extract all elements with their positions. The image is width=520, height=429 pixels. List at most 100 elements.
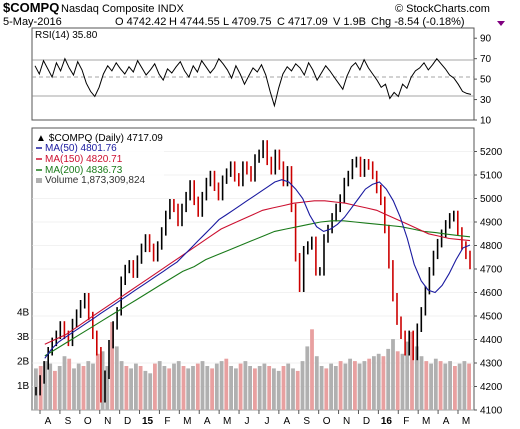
- volume-bar: [419, 356, 424, 410]
- volume-bar: [362, 361, 367, 410]
- rsi-tick-label: 10: [480, 116, 492, 127]
- volume-bar: [333, 366, 338, 410]
- rsi-legend: RSI(14) 35.80: [35, 30, 98, 41]
- price-tick-label: 4800: [480, 241, 503, 252]
- ma200-line: [44, 220, 471, 357]
- volume-bar: [176, 361, 181, 410]
- volume-bar: [67, 358, 72, 410]
- rsi-tick-label: 50: [480, 75, 492, 86]
- volume-bar: [114, 346, 119, 410]
- volume-bar: [267, 366, 272, 410]
- volume-bar: [191, 366, 195, 410]
- volume-bar: [129, 368, 133, 410]
- volume-bar: [238, 363, 243, 410]
- volume-bar: [134, 363, 138, 410]
- volume-bar: [186, 368, 191, 410]
- volume-bar: [100, 351, 105, 410]
- volume-bar: [376, 353, 381, 410]
- x-tick-label: M: [422, 416, 430, 427]
- volume-bar: [410, 331, 414, 410]
- rsi-tick-label: 70: [480, 54, 492, 65]
- volume-bar: [76, 363, 81, 410]
- x-tick-label: N: [104, 416, 111, 427]
- volume-legend: Volume 1,873,309,824: [45, 175, 146, 186]
- volume-bar: [167, 368, 172, 410]
- volume-bar: [467, 363, 471, 410]
- x-tick-label: A: [284, 416, 291, 427]
- x-tick-label: A: [443, 416, 450, 427]
- volume-bar: [281, 366, 286, 410]
- volume-bar: [153, 363, 157, 410]
- price-y-axis: 5200 5100 5000 4900 4800 4700 4600 4500 4400 4300…: [474, 147, 503, 417]
- volume-bar: [400, 353, 405, 410]
- volume-bar: [195, 363, 200, 410]
- price-tick-label: 4300: [480, 359, 503, 370]
- volume-bar: [395, 351, 400, 410]
- volume-bar: [348, 358, 352, 410]
- volume-bar: [248, 366, 252, 410]
- ma200-legend: MA(200) 4836.73: [45, 165, 123, 176]
- x-tick-label: O: [84, 416, 92, 427]
- volume-bars: [34, 322, 471, 410]
- volume-bar: [224, 358, 229, 410]
- rsi-tick-label: 90: [480, 34, 492, 45]
- x-tick-label: D: [124, 416, 131, 427]
- x-tick-label: A: [45, 416, 52, 427]
- date-label: 5-May-2016: [3, 16, 62, 28]
- volume-bar: [353, 361, 357, 410]
- price-tick-label: 4500: [480, 312, 503, 323]
- volume-bar: [157, 361, 162, 410]
- volume-bar: [243, 361, 248, 410]
- price-tick-label: 5200: [480, 147, 503, 158]
- volume-bar: [367, 358, 372, 410]
- volume-bar: [343, 363, 348, 410]
- price-tick-label: 4400: [480, 335, 503, 346]
- volume-bar: [438, 361, 443, 410]
- ma150-legend: MA(150) 4820.71: [45, 154, 123, 165]
- volume-legend-swatch: [36, 178, 42, 183]
- index-name: Nasdaq Composite INDX: [61, 3, 185, 15]
- volume-y-axis: 4B 3B 2B 1B: [17, 308, 30, 392]
- volume-bar: [357, 363, 362, 410]
- volume-bar: [162, 366, 167, 410]
- volume-bar: [148, 373, 153, 410]
- volume-tick-label: 1B: [17, 381, 30, 392]
- volume-bar: [329, 363, 333, 410]
- volume-bar: [234, 368, 238, 410]
- price-tick-label: 4900: [480, 218, 503, 229]
- brand-label: © StockCharts.com: [395, 3, 490, 15]
- price-tick-label: 5100: [480, 171, 503, 182]
- volume-bar: [448, 361, 452, 410]
- volume-tick-label: 2B: [17, 357, 30, 368]
- volume-bar: [95, 353, 100, 410]
- price-tick-label: 4100: [480, 406, 503, 417]
- price-tick-label: 5000: [480, 194, 503, 205]
- volume-tick-label: 4B: [17, 308, 30, 319]
- volume-bar: [443, 363, 448, 410]
- x-tick-label: 15: [142, 416, 154, 427]
- x-tick-label: J: [264, 416, 269, 427]
- volume-bar: [53, 370, 57, 410]
- volume-bar: [57, 366, 62, 410]
- volume-bar: [181, 366, 186, 410]
- volume-bar: [62, 356, 67, 410]
- volume-bar: [143, 370, 148, 410]
- x-tick-label: O: [323, 416, 331, 427]
- volume-bar: [324, 368, 329, 410]
- open-value: O 4742.42: [115, 16, 166, 28]
- x-tick-label: M: [462, 416, 470, 427]
- volume-bar: [381, 356, 386, 410]
- ma150-line: [44, 200, 471, 345]
- volume-bar: [310, 329, 314, 410]
- volume-bar: [462, 361, 467, 410]
- volume-bar: [205, 366, 210, 410]
- price-legend: ▲ $COMPQ (Daily) 4717.09: [36, 133, 163, 144]
- volume-bar: [338, 361, 343, 410]
- volume-bar: [72, 368, 76, 410]
- volume-bar: [172, 363, 176, 410]
- volume-bar: [433, 358, 438, 410]
- x-tick-label: F: [164, 416, 170, 427]
- rsi-y-axis: 90 70 50 30 10: [474, 34, 492, 127]
- x-tick-label: D: [363, 416, 370, 427]
